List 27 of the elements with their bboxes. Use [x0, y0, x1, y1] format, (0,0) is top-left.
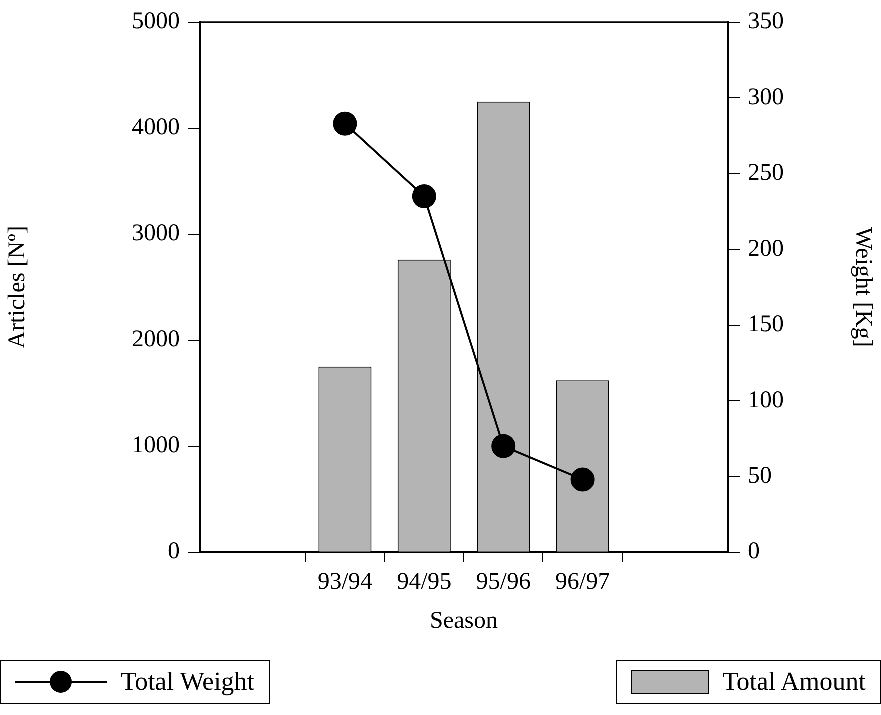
y2-tick-label: 100 [748, 387, 784, 414]
y-tick-label: 5000 [132, 8, 180, 35]
x-tick-label: 94/95 [397, 569, 452, 596]
y-tick-label: 3000 [132, 220, 180, 247]
y2-tick-label: 300 [748, 84, 784, 110]
y-tick-label: 4000 [132, 114, 180, 141]
x-axis-title: Season [430, 608, 498, 634]
y2-tick-label: 150 [748, 312, 784, 338]
y-axis-title: Articles [Nº] [4, 226, 31, 349]
y2-tick-label: 0 [748, 538, 760, 565]
y2-tick-label: 200 [748, 236, 784, 262]
y-tick-label: 0 [168, 538, 180, 565]
x-tick-label: 93/94 [318, 569, 373, 596]
legend-label: Total Amount [722, 667, 866, 697]
y2-axis-title: Weight [Kg] [850, 227, 876, 348]
y2-tick-label: 50 [748, 462, 772, 489]
legend-label: Total Weight [121, 667, 255, 697]
point [333, 112, 358, 136]
y-tick-label: 1000 [132, 432, 180, 459]
y2-tick-label: 350 [748, 8, 784, 35]
y2-tick-label: 250 [748, 160, 784, 186]
y-tick-label: 2000 [132, 326, 180, 353]
x-tick-label: 96/97 [555, 569, 610, 596]
point [492, 434, 516, 458]
point [570, 468, 595, 492]
point [412, 184, 436, 209]
x-tick-label: 95/96 [476, 569, 531, 596]
